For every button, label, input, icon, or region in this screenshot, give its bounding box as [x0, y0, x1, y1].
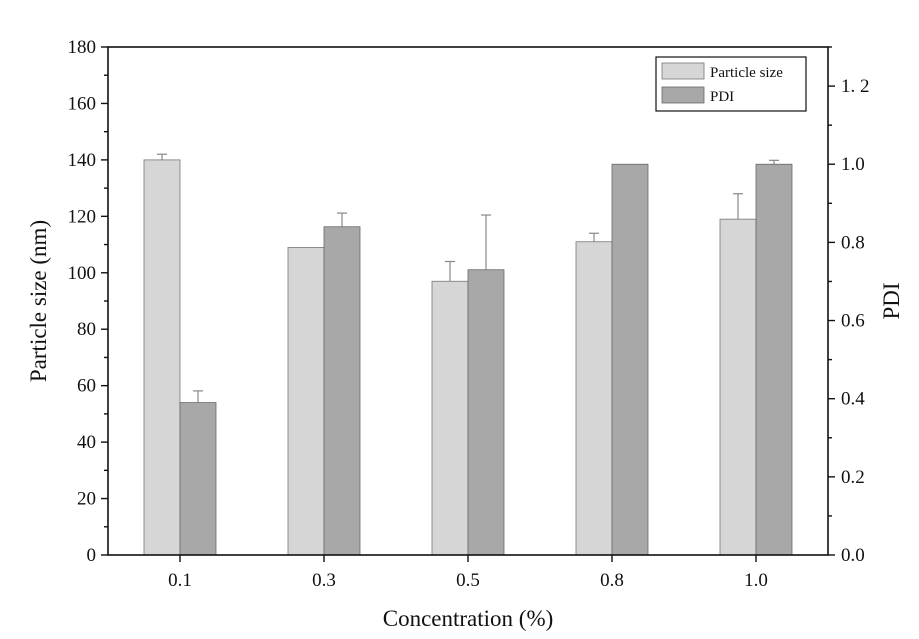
bar-particle-size — [143, 159, 181, 556]
x-tick-label: 1.0 — [744, 570, 768, 591]
ticks: 0 20 40 60 80 100 120 140 160 180 0.0 0.2 0.4 0.6 0.8 1… — [68, 37, 870, 591]
y-tick-label: 180 — [68, 37, 97, 58]
y-tick-label: 80 — [77, 319, 96, 340]
x-tick-label: 0.8 — [600, 570, 624, 591]
y2-tick-label: 1. 2 — [841, 76, 870, 97]
bar-particle-size — [575, 241, 613, 556]
bar-pdi — [179, 402, 217, 556]
bar-particle-size — [287, 246, 325, 556]
bar-pdi — [611, 163, 649, 556]
legend-label-pdi: PDI — [710, 89, 734, 105]
y-tick-label: 20 — [77, 489, 96, 510]
y-tick-label: 100 — [68, 263, 97, 284]
y2-axis-title: PDI — [879, 282, 904, 319]
legend-label-particle-size: Particle size — [710, 65, 783, 81]
y-tick-label: 140 — [68, 150, 97, 171]
x-tick-label: 0.1 — [168, 570, 192, 591]
y-axis-title: Particle size (nm) — [26, 220, 51, 382]
bar-pdi — [467, 269, 505, 556]
y2-tick-label: 0.8 — [841, 232, 865, 253]
y-tick-label: 120 — [68, 206, 97, 227]
y2-tick-label: 0.0 — [841, 545, 865, 566]
legend-swatch-pdi — [661, 86, 705, 104]
x-tick-label: 0.3 — [312, 570, 336, 591]
bars — [143, 153, 793, 556]
bar-pdi — [323, 226, 361, 556]
x-axis-title: Concentration (%) — [383, 606, 554, 631]
y2-tick-label: 0.2 — [841, 467, 865, 488]
bar-particle-size — [719, 218, 757, 556]
y2-tick-label: 0.4 — [841, 389, 865, 410]
y-tick-label: 40 — [77, 432, 96, 453]
legend-swatch-particle-size — [661, 62, 705, 80]
x-tick-label: 0.5 — [456, 570, 480, 591]
bar-particle-size — [431, 280, 469, 556]
y-tick-label: 0 — [87, 545, 97, 566]
legend: Particle size PDI — [655, 56, 807, 112]
y2-tick-label: 0.6 — [841, 311, 865, 332]
y-tick-label: 160 — [68, 93, 97, 114]
y2-tick-label: 1.0 — [841, 154, 865, 175]
y-tick-label: 60 — [77, 376, 96, 397]
bar-pdi — [755, 163, 793, 556]
